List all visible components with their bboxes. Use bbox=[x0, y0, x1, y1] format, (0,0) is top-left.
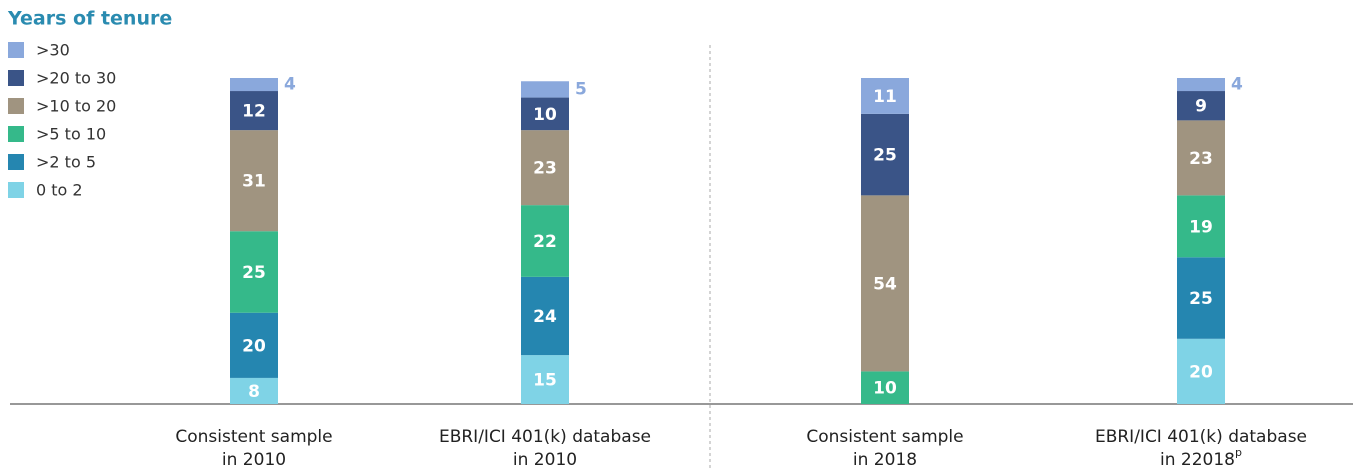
value-label: 8 bbox=[248, 382, 260, 402]
legend-swatch bbox=[8, 70, 24, 86]
bar-segment bbox=[521, 81, 569, 98]
value-label: 4 bbox=[284, 75, 296, 95]
legend-swatch bbox=[8, 182, 24, 198]
value-label: 31 bbox=[242, 172, 266, 192]
legend-label: >10 to 20 bbox=[36, 97, 116, 116]
x-tick-label: Consistent sample bbox=[806, 427, 963, 447]
value-label: 9 bbox=[1195, 97, 1207, 117]
x-tick-label-text: Consistent sample bbox=[806, 427, 963, 447]
value-label: 25 bbox=[1189, 289, 1213, 309]
value-label: 5 bbox=[575, 79, 587, 99]
legend-swatch bbox=[8, 154, 24, 170]
bar-segment bbox=[230, 377, 278, 404]
bar-segment bbox=[230, 78, 278, 92]
x-tick-label-text: EBRI/ICI 401(k) database bbox=[439, 427, 651, 447]
value-label: 19 bbox=[1189, 217, 1213, 237]
legend-label: >2 to 5 bbox=[36, 153, 96, 172]
value-label: 24 bbox=[533, 307, 557, 327]
bar-segment bbox=[230, 130, 278, 232]
bar-segment bbox=[230, 231, 278, 313]
x-tick-label: in 2010 bbox=[513, 450, 577, 470]
bar-segment bbox=[521, 276, 569, 356]
x-tick-label-text: EBRI/ICI 401(k) database bbox=[1095, 427, 1307, 447]
legend-swatch bbox=[8, 126, 24, 142]
bar-segment bbox=[230, 312, 278, 378]
x-tick-label-text: in 2010 bbox=[513, 450, 577, 470]
bar-segment bbox=[1177, 120, 1225, 196]
value-label: 23 bbox=[1189, 149, 1213, 169]
x-tick-label-text: in 2018 bbox=[853, 450, 917, 470]
bar-segment bbox=[230, 91, 278, 131]
value-label: 23 bbox=[533, 159, 557, 179]
bar-segment bbox=[1177, 91, 1225, 121]
value-label: 20 bbox=[1189, 362, 1213, 382]
value-label: 11 bbox=[873, 87, 897, 107]
x-tick-label-text: in 2010 bbox=[222, 450, 286, 470]
value-label: 12 bbox=[242, 102, 266, 122]
bar-segment bbox=[521, 205, 569, 277]
bar-segment bbox=[861, 195, 909, 372]
bar-segment bbox=[1177, 78, 1225, 92]
bar-segment bbox=[1177, 195, 1225, 258]
bar-segment bbox=[1177, 257, 1225, 339]
value-label: 22 bbox=[533, 232, 557, 252]
legend-swatch bbox=[8, 42, 24, 58]
value-label: 10 bbox=[533, 105, 557, 125]
bar-segment bbox=[861, 371, 909, 404]
value-label: 10 bbox=[873, 379, 897, 399]
value-label: 25 bbox=[242, 263, 266, 283]
legend-label: >30 bbox=[36, 41, 70, 60]
x-tick-label-text: in 22018 bbox=[1160, 450, 1235, 470]
x-tick-label: Consistent sample bbox=[175, 427, 332, 447]
value-label: 20 bbox=[242, 336, 266, 356]
bar-segment bbox=[861, 78, 909, 114]
value-label: 25 bbox=[873, 146, 897, 166]
x-tick-label-text: Consistent sample bbox=[175, 427, 332, 447]
value-label: 54 bbox=[873, 274, 897, 294]
value-label: 15 bbox=[533, 371, 557, 391]
bar-segment bbox=[861, 113, 909, 196]
x-tick-label: in 2018 bbox=[853, 450, 917, 470]
bar-segment bbox=[1177, 338, 1225, 404]
legend-label: >20 to 30 bbox=[36, 69, 116, 88]
x-tick-label: EBRI/ICI 401(k) database bbox=[439, 427, 651, 447]
bar-segment bbox=[521, 130, 569, 206]
legend-label: 0 to 2 bbox=[36, 181, 83, 200]
x-tick-label: in 22018p bbox=[1160, 446, 1242, 470]
value-label: 4 bbox=[1231, 75, 1243, 95]
bar-segment bbox=[521, 97, 569, 131]
legend-swatch bbox=[8, 98, 24, 114]
x-tick-label: EBRI/ICI 401(k) database bbox=[1095, 427, 1307, 447]
legend-title: Years of tenure bbox=[7, 8, 172, 30]
bar-segment bbox=[521, 355, 569, 404]
x-tick-label: in 2010 bbox=[222, 450, 286, 470]
superscript: p bbox=[1235, 446, 1242, 459]
legend-label: >5 to 10 bbox=[36, 125, 106, 144]
